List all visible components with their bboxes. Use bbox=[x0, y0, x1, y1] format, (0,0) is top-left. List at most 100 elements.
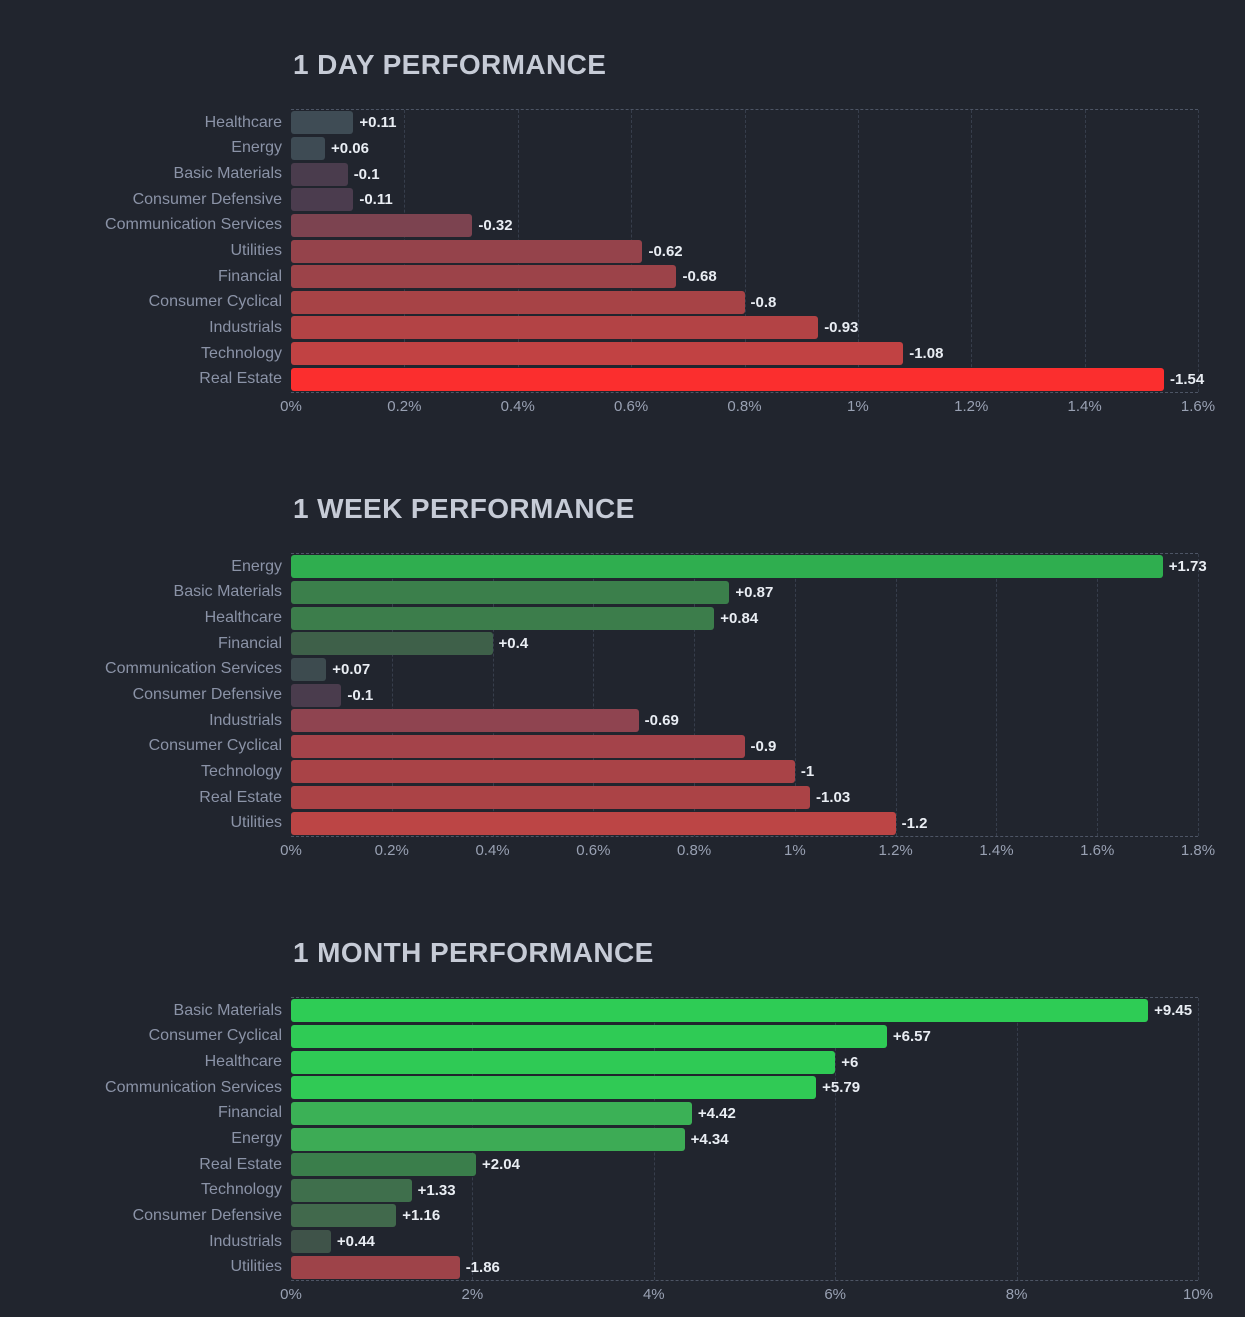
bar-communication-services bbox=[291, 657, 327, 681]
category-label: Healthcare bbox=[204, 1053, 282, 1071]
value-label: -0.1 bbox=[353, 165, 380, 183]
bar-row: Financial +4.42 bbox=[218, 1101, 1198, 1127]
category-label: Consumer Cyclical bbox=[148, 293, 282, 311]
value-label: -0.93 bbox=[824, 319, 859, 337]
value-label: -1.2 bbox=[901, 814, 928, 832]
plot-area-1-day: Healthcare +0.11 Energy +0.06 Basic Material… bbox=[105, 109, 1204, 393]
gridline bbox=[857, 110, 859, 392]
chart-title-1-day: 1 DAY PERFORMANCE bbox=[293, 49, 607, 80]
axis-tick-label: 1% bbox=[784, 842, 806, 859]
bar-financial bbox=[291, 632, 493, 656]
bar-row: Financial +0.4 bbox=[218, 631, 1198, 657]
gridline bbox=[694, 554, 696, 836]
value-label: +1.16 bbox=[402, 1207, 441, 1225]
one-month-performance-chart: 1 MONTH PERFORMANCE Basic Materials +9.45… bbox=[0, 936, 1245, 1304]
category-label: Communication Services bbox=[105, 216, 282, 234]
bar-consumer-cyclical bbox=[291, 734, 745, 758]
value-label: -0.68 bbox=[682, 268, 717, 286]
bar-consumer-cyclical bbox=[291, 1024, 887, 1048]
bar-energy bbox=[291, 1127, 685, 1151]
value-label: -1.03 bbox=[816, 789, 851, 807]
bar-technology bbox=[291, 760, 795, 784]
bar-row: Industrials -0.69 bbox=[209, 708, 1198, 734]
bar-industrials bbox=[291, 316, 819, 340]
bar-row: Real Estate +2.04 bbox=[199, 1152, 1198, 1178]
bar-row: Communication Services +5.79 bbox=[105, 1075, 1198, 1101]
axis-tick-label: 0.2% bbox=[387, 398, 422, 415]
axis-tick-label: 0% bbox=[280, 1286, 302, 1303]
category-label: Basic Materials bbox=[173, 583, 282, 601]
bar-real-estate bbox=[291, 367, 1164, 391]
category-label: Utilities bbox=[230, 242, 282, 260]
bar-row: Industrials +0.44 bbox=[209, 1229, 1198, 1255]
value-label: +9.45 bbox=[1154, 1002, 1193, 1020]
value-label: -0.8 bbox=[750, 293, 777, 311]
gridline bbox=[835, 998, 837, 1280]
gridline bbox=[996, 554, 998, 836]
value-label: -0.1 bbox=[347, 686, 374, 704]
gridline bbox=[593, 554, 595, 836]
category-label: Communication Services bbox=[105, 1078, 282, 1096]
x-axis-1-month: 0% 2% 4% 6% 8% 10% bbox=[280, 1286, 1213, 1304]
bar-real-estate bbox=[291, 786, 810, 810]
axis-tick-label: 0% bbox=[280, 842, 302, 859]
category-label: Healthcare bbox=[204, 609, 282, 627]
bar-row: Communication Services -0.32 bbox=[105, 213, 1198, 239]
bar-energy bbox=[291, 555, 1163, 579]
bar-basic-materials bbox=[291, 999, 1149, 1023]
plot-area-1-month: Basic Materials +9.45 Consumer Cyclical +6.… bbox=[105, 997, 1199, 1281]
category-label: Real Estate bbox=[199, 788, 282, 806]
axis-tick-label: 0.2% bbox=[374, 842, 409, 859]
value-label: -1.54 bbox=[1169, 370, 1205, 388]
bar-row: Utilities -1.86 bbox=[230, 1254, 1198, 1280]
bar-healthcare bbox=[291, 111, 354, 135]
category-label: Financial bbox=[217, 1104, 282, 1122]
gridline bbox=[1198, 998, 1199, 1280]
axis-tick-label: 1.6% bbox=[1080, 842, 1115, 859]
bar-healthcare bbox=[291, 606, 715, 630]
value-label: -0.62 bbox=[648, 242, 683, 260]
bar-row: Basic Materials -0.1 bbox=[174, 161, 1198, 187]
axis-tick-label: 1.4% bbox=[1067, 398, 1102, 415]
value-label: +0.4 bbox=[498, 635, 529, 653]
bar-real-estate bbox=[291, 1153, 477, 1177]
axis-tick-label: 0.4% bbox=[475, 842, 510, 859]
bar-industrials bbox=[291, 709, 639, 733]
gridline bbox=[794, 554, 796, 836]
axis-tick-label: 1.8% bbox=[1180, 842, 1216, 859]
bar-utilities bbox=[291, 811, 896, 835]
value-label: -0.9 bbox=[750, 737, 777, 755]
gridline bbox=[1198, 110, 1199, 392]
value-label: +4.34 bbox=[690, 1130, 729, 1148]
chart-title-1-month: 1 MONTH PERFORMANCE bbox=[293, 937, 654, 968]
category-label: Utilities bbox=[230, 1258, 282, 1276]
gridline bbox=[895, 554, 897, 836]
category-label: Energy bbox=[231, 1130, 282, 1148]
bar-row: Communication Services +0.07 bbox=[105, 657, 1198, 683]
gridline bbox=[492, 554, 494, 836]
category-label: Technology bbox=[201, 762, 282, 780]
plot-area-1-week: Energy +1.73 Basic Materials +0.87 Healthcar… bbox=[105, 553, 1207, 837]
category-label: Healthcare bbox=[204, 113, 282, 131]
category-label: Financial bbox=[217, 634, 282, 652]
axis-tick-label: 8% bbox=[1005, 1286, 1028, 1303]
gridline bbox=[1016, 998, 1018, 1280]
axis-tick-label: 0.6% bbox=[576, 842, 611, 859]
bar-row: Technology -1 bbox=[201, 759, 1198, 785]
axis-tick-label: 1% bbox=[847, 398, 869, 415]
bar-row: Healthcare +0.84 bbox=[205, 605, 1198, 631]
bar-financial bbox=[291, 1101, 692, 1125]
bar-row: Consumer Defensive -0.1 bbox=[133, 682, 1198, 708]
value-label: -0.32 bbox=[478, 216, 513, 234]
bar-row: Industrials -0.93 bbox=[209, 315, 1198, 341]
bar-communication-services bbox=[291, 213, 473, 237]
gridline bbox=[1198, 554, 1199, 836]
chart-title-1-week: 1 WEEK PERFORMANCE bbox=[293, 493, 635, 524]
value-label: +4.42 bbox=[697, 1104, 736, 1122]
bar-financial bbox=[291, 265, 677, 289]
bar-rows: Energy +1.73 Basic Materials +0.87 Healthcar… bbox=[105, 554, 1207, 836]
bar-row: Energy +0.06 bbox=[231, 136, 1198, 162]
bar-row: Utilities -0.62 bbox=[230, 238, 1198, 264]
bar-communication-services bbox=[291, 1076, 817, 1100]
category-label: Basic Materials bbox=[173, 1001, 282, 1019]
